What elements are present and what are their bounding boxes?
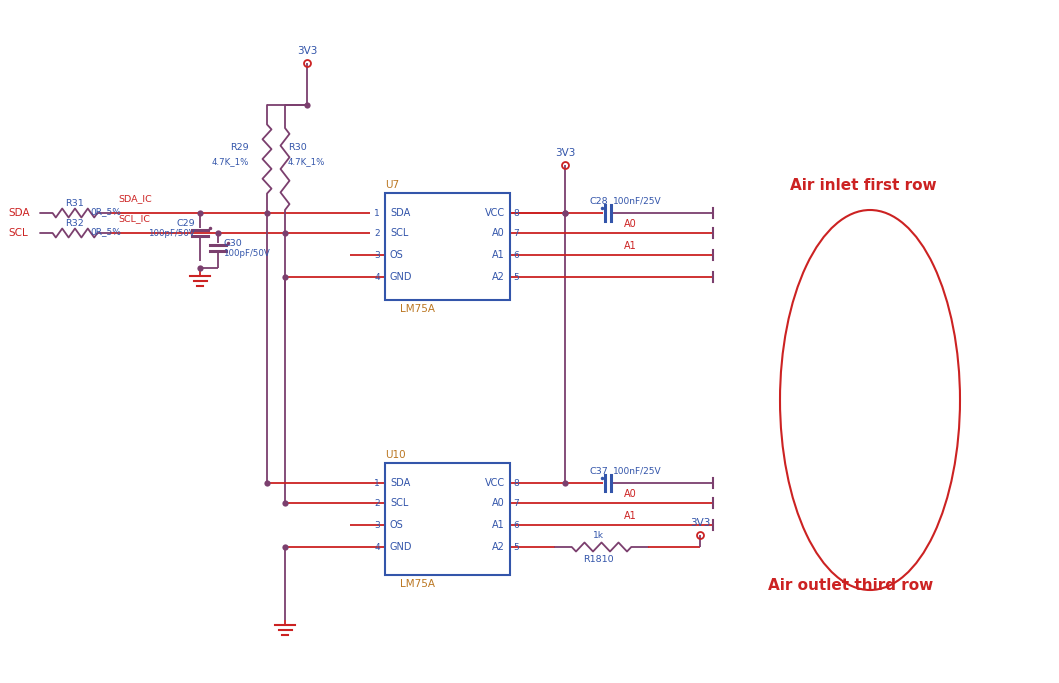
Text: 5: 5 bbox=[513, 542, 519, 551]
Text: A1: A1 bbox=[492, 520, 505, 530]
Text: 3: 3 bbox=[374, 251, 380, 260]
Text: A2: A2 bbox=[492, 272, 505, 282]
Text: GND: GND bbox=[390, 272, 413, 282]
Text: 100nF/25V: 100nF/25V bbox=[613, 466, 662, 475]
Text: 1k: 1k bbox=[592, 531, 604, 540]
Text: U10: U10 bbox=[385, 450, 406, 460]
Text: 2: 2 bbox=[375, 499, 380, 507]
Text: SCL: SCL bbox=[390, 228, 409, 238]
Text: C29: C29 bbox=[177, 219, 195, 227]
Text: 4: 4 bbox=[375, 542, 380, 551]
Text: U7: U7 bbox=[385, 180, 399, 190]
Text: OS: OS bbox=[390, 250, 403, 260]
Text: 100nF/25V: 100nF/25V bbox=[613, 197, 662, 206]
Text: 5: 5 bbox=[513, 273, 519, 281]
Text: Air outlet third row: Air outlet third row bbox=[768, 578, 933, 592]
Text: R29: R29 bbox=[231, 143, 249, 152]
Bar bbox=[385, 463, 510, 575]
Text: 6: 6 bbox=[513, 251, 519, 260]
Text: 4.7K_1%: 4.7K_1% bbox=[288, 158, 325, 167]
Text: A0: A0 bbox=[492, 498, 505, 508]
Text: 3: 3 bbox=[374, 520, 380, 529]
Text: A0: A0 bbox=[492, 228, 505, 238]
Text: SCL: SCL bbox=[390, 498, 409, 508]
Text: LM75A: LM75A bbox=[400, 304, 435, 314]
Text: A1: A1 bbox=[492, 250, 505, 260]
Text: OS: OS bbox=[390, 520, 403, 530]
Text: SDA_IC: SDA_IC bbox=[118, 194, 151, 203]
Text: 7: 7 bbox=[513, 499, 519, 507]
Text: 2: 2 bbox=[375, 229, 380, 238]
Text: 3V3: 3V3 bbox=[555, 148, 575, 158]
Text: SDA: SDA bbox=[390, 478, 410, 488]
Text: 8: 8 bbox=[513, 479, 519, 488]
Text: A2: A2 bbox=[492, 542, 505, 552]
Text: VCC: VCC bbox=[485, 478, 505, 488]
Text: A0: A0 bbox=[624, 219, 636, 229]
Text: 100pF/50V: 100pF/50V bbox=[223, 249, 270, 257]
Text: A1: A1 bbox=[624, 511, 636, 521]
Text: 4: 4 bbox=[375, 273, 380, 281]
Text: 4.7K_1%: 4.7K_1% bbox=[212, 158, 249, 167]
Text: SCL: SCL bbox=[8, 228, 28, 238]
Text: A1: A1 bbox=[624, 241, 636, 251]
Text: R1810: R1810 bbox=[582, 555, 613, 563]
Text: R30: R30 bbox=[288, 143, 307, 152]
Text: 1: 1 bbox=[374, 208, 380, 217]
Text: 6: 6 bbox=[513, 520, 519, 529]
Text: C28: C28 bbox=[590, 197, 609, 206]
Text: 3V3: 3V3 bbox=[689, 518, 711, 528]
Text: 0R_5%: 0R_5% bbox=[90, 227, 121, 236]
Text: 0R_5%: 0R_5% bbox=[90, 208, 121, 217]
Text: SCL_IC: SCL_IC bbox=[118, 214, 150, 223]
Text: SDA: SDA bbox=[390, 208, 410, 218]
Text: 8: 8 bbox=[513, 208, 519, 217]
Text: 7: 7 bbox=[513, 229, 519, 238]
Text: C37: C37 bbox=[590, 466, 609, 475]
Text: A0: A0 bbox=[624, 489, 636, 499]
Text: 100pF/50V: 100pF/50V bbox=[148, 229, 195, 238]
Bar bbox=[385, 193, 510, 300]
Text: Air inlet first row: Air inlet first row bbox=[790, 178, 936, 193]
Text: GND: GND bbox=[390, 542, 413, 552]
Text: C30: C30 bbox=[223, 238, 241, 247]
Text: 1: 1 bbox=[374, 479, 380, 488]
Text: VCC: VCC bbox=[485, 208, 505, 218]
Text: SDA: SDA bbox=[8, 208, 30, 218]
Text: 3V3: 3V3 bbox=[297, 46, 318, 56]
Text: R31: R31 bbox=[66, 199, 85, 208]
Text: LM75A: LM75A bbox=[400, 579, 435, 589]
Text: R32: R32 bbox=[66, 219, 85, 227]
